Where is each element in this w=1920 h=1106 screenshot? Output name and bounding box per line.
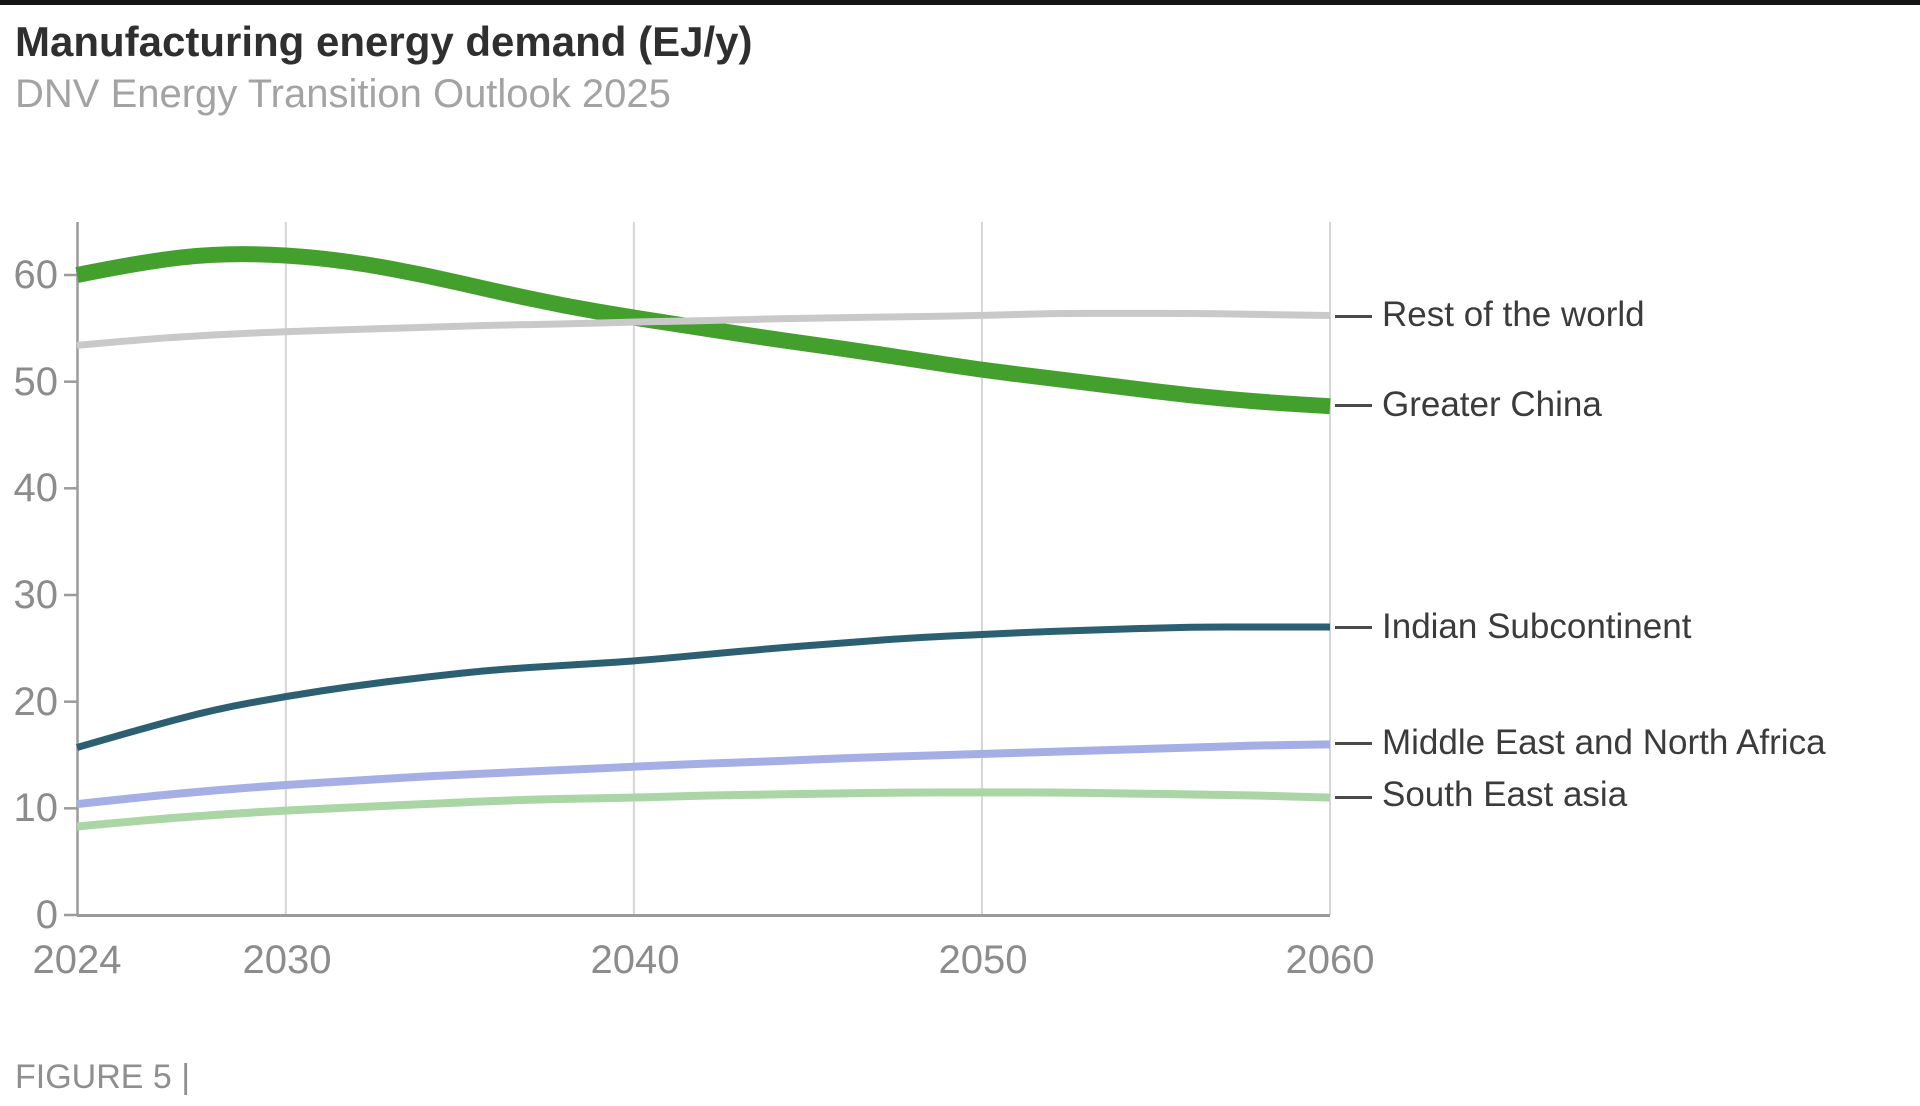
x-tick-label-2050: 2050: [938, 938, 1028, 982]
y-tick-label-40: 40: [13, 466, 59, 510]
chart-subtitle: DNV Energy Transition Outlook 2025: [15, 72, 671, 116]
series-label-indian-subcontinent: Indian Subcontinent: [1382, 607, 1692, 646]
series-line-rest-of-the-world: [76, 309, 1331, 349]
x-tick-label-2060: 2060: [1285, 938, 1375, 982]
chart-title: Manufacturing energy demand (EJ/y): [15, 18, 753, 65]
figure-caption: FIGURE 5 |: [15, 1058, 191, 1096]
series-label-south-east-asia: South East asia: [1382, 775, 1628, 814]
x-tick-label-2030: 2030: [242, 938, 332, 982]
connector-south-east-asia: [1335, 796, 1372, 799]
x-tick-label-2024: 2024: [32, 938, 122, 982]
y-tick-label-20: 20: [13, 680, 59, 724]
series-line-middle-east-and-north-africa: [76, 740, 1331, 809]
series-label-greater-china: Greater China: [1382, 385, 1602, 424]
series-line-south-east-asia: [76, 788, 1331, 831]
y-tick-label-0: 0: [35, 893, 58, 937]
connector-greater-china: [1335, 404, 1372, 407]
y-tick-label-30: 30: [13, 573, 59, 617]
y-tick-label-10: 10: [13, 786, 59, 830]
top-border-bar: [0, 0, 1920, 5]
series-line-greater-china: [75, 246, 1331, 415]
series-label-rest-of-the-world: Rest of the world: [1382, 295, 1645, 334]
series-label-middle-east-north-africa: Middle East and North Africa: [1382, 723, 1826, 762]
series-line-indian-subcontinent: [76, 623, 1330, 751]
connector-middle-east-north-africa: [1335, 742, 1372, 745]
x-tick-label-2040: 2040: [590, 938, 680, 982]
y-tick-label-60: 60: [13, 253, 59, 297]
connector-indian-subcontinent: [1335, 626, 1372, 629]
connector-rest-of-the-world: [1335, 315, 1372, 318]
y-tick-label-50: 50: [13, 360, 59, 404]
